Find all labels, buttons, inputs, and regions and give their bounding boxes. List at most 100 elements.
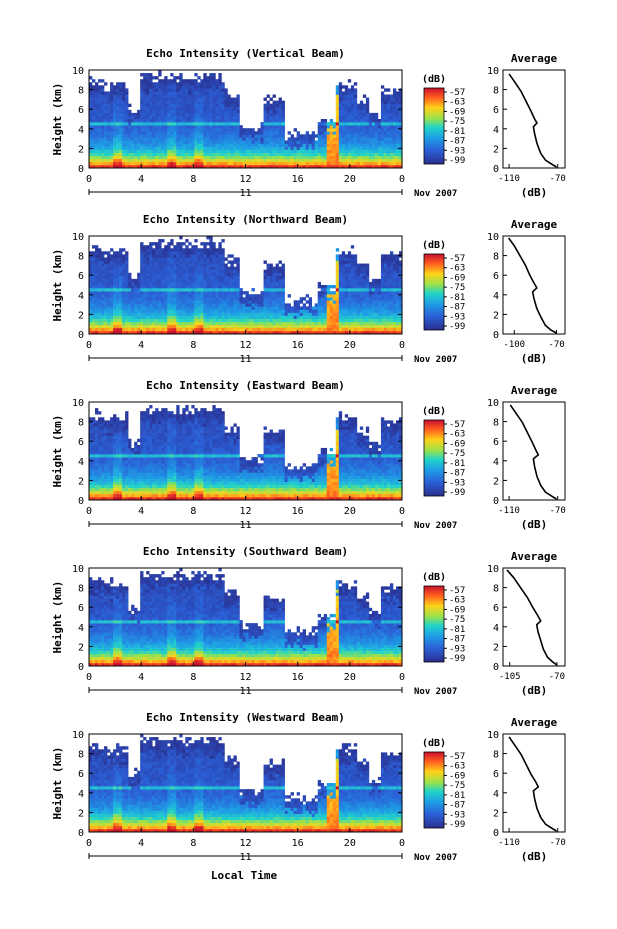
heatmap-cell bbox=[275, 122, 279, 126]
heatmap-cell bbox=[104, 315, 108, 319]
heatmap-cell bbox=[290, 134, 294, 138]
heatmap-cell bbox=[140, 269, 144, 274]
heatmap-cell bbox=[344, 330, 349, 335]
heatmap-cell bbox=[293, 321, 297, 326]
heatmap-cell bbox=[233, 315, 237, 319]
heatmap-cell bbox=[377, 161, 382, 166]
heatmap-cell bbox=[221, 285, 225, 289]
heatmap-cell bbox=[197, 97, 201, 101]
heatmap-cell bbox=[338, 266, 343, 270]
heatmap-cell bbox=[92, 420, 96, 424]
heatmap-cell bbox=[206, 330, 210, 335]
heatmap-cell bbox=[152, 272, 156, 277]
heatmap-cell bbox=[98, 128, 102, 132]
heatmap-cell bbox=[353, 260, 358, 264]
heatmap-cell bbox=[221, 248, 225, 252]
heatmap-cell bbox=[146, 73, 150, 77]
heatmap-cell bbox=[191, 312, 195, 316]
heatmap-cell bbox=[236, 312, 240, 316]
heatmap-cell bbox=[167, 306, 171, 310]
heatmap-cell bbox=[392, 330, 397, 335]
heatmap-cell bbox=[185, 330, 189, 335]
heatmap-cell bbox=[185, 239, 189, 243]
heatmap-cell bbox=[128, 146, 132, 150]
heatmap-cell bbox=[203, 275, 207, 280]
heatmap-cell bbox=[374, 327, 379, 332]
heatmap-cell bbox=[317, 281, 322, 286]
heatmap-cell bbox=[110, 315, 114, 319]
heatmap-cell bbox=[284, 327, 288, 332]
heatmap-cell bbox=[200, 312, 204, 316]
heatmap-cell bbox=[305, 152, 309, 157]
heatmap-cell bbox=[350, 285, 355, 289]
heatmap-cell bbox=[194, 115, 198, 120]
heatmap-cell bbox=[221, 91, 225, 95]
heatmap-cell bbox=[176, 112, 180, 117]
heatmap-cell bbox=[329, 131, 334, 135]
heatmap-cell bbox=[281, 112, 285, 117]
heatmap-cell bbox=[269, 272, 273, 277]
heatmap-cell bbox=[395, 128, 400, 132]
heatmap-cell bbox=[293, 315, 297, 319]
heatmap-cell bbox=[266, 119, 270, 123]
heatmap-cell bbox=[164, 79, 168, 83]
heatmap-cell bbox=[149, 327, 153, 332]
heatmap-cell bbox=[251, 158, 255, 163]
heatmap-cell bbox=[368, 291, 373, 295]
heatmap-cell bbox=[242, 155, 246, 160]
heatmap-cell bbox=[146, 143, 150, 147]
heatmap-cell bbox=[146, 134, 150, 138]
heatmap-cell bbox=[203, 321, 207, 326]
heatmap-cell bbox=[200, 137, 204, 141]
heatmap-cell bbox=[143, 100, 147, 104]
heatmap-cell bbox=[290, 306, 294, 310]
heatmap-cell bbox=[89, 125, 93, 129]
profile-y-tick-label: 8 bbox=[493, 252, 499, 263]
heatmap-cell bbox=[125, 94, 129, 98]
heatmap-cell bbox=[395, 112, 400, 117]
heatmap-cell bbox=[350, 321, 355, 326]
heatmap-cell bbox=[395, 164, 400, 169]
heatmap-cell bbox=[185, 119, 189, 123]
heatmap-cell bbox=[104, 115, 108, 120]
heatmap-cell bbox=[353, 119, 358, 123]
heatmap-cell bbox=[143, 281, 147, 286]
heatmap-cell bbox=[212, 103, 216, 108]
heatmap-cell bbox=[185, 125, 189, 129]
heatmap-cell bbox=[101, 309, 105, 313]
heatmap-cell bbox=[323, 294, 328, 298]
heatmap-cell bbox=[332, 125, 337, 129]
heatmap-cell bbox=[302, 146, 306, 150]
heatmap-cell bbox=[155, 251, 159, 255]
heatmap-cell bbox=[239, 146, 243, 150]
heatmap-cell bbox=[176, 115, 180, 120]
heatmap-cell bbox=[260, 324, 264, 329]
heatmap-cell bbox=[194, 164, 198, 169]
heatmap-cell bbox=[239, 161, 243, 166]
heatmap-cell bbox=[386, 294, 391, 298]
heatmap-cell bbox=[266, 281, 270, 286]
heatmap-cell bbox=[197, 260, 201, 264]
heatmap-cell bbox=[383, 131, 388, 135]
heatmap-cell bbox=[92, 251, 96, 255]
heatmap-cell bbox=[377, 122, 382, 126]
heatmap-cell bbox=[269, 285, 273, 289]
heatmap-cell bbox=[191, 327, 195, 332]
heatmap-cell bbox=[272, 275, 276, 280]
heatmap-cell bbox=[179, 251, 183, 255]
heatmap-cell bbox=[380, 164, 385, 169]
heatmap-cell bbox=[92, 447, 96, 452]
heatmap-cell bbox=[209, 318, 213, 323]
heatmap-cell bbox=[335, 85, 340, 89]
heatmap-cell bbox=[209, 128, 213, 132]
heatmap-cell bbox=[200, 140, 204, 144]
heatmap-cell bbox=[281, 122, 285, 126]
heatmap-cell bbox=[296, 315, 300, 319]
heatmap-cell bbox=[227, 131, 231, 135]
heatmap-cell bbox=[107, 164, 111, 169]
x-tick-label: 8 bbox=[190, 340, 196, 351]
heatmap-cell bbox=[206, 140, 210, 144]
heatmap-cell bbox=[101, 285, 105, 289]
heatmap-cell bbox=[353, 137, 358, 141]
heatmap-cell bbox=[206, 248, 210, 252]
